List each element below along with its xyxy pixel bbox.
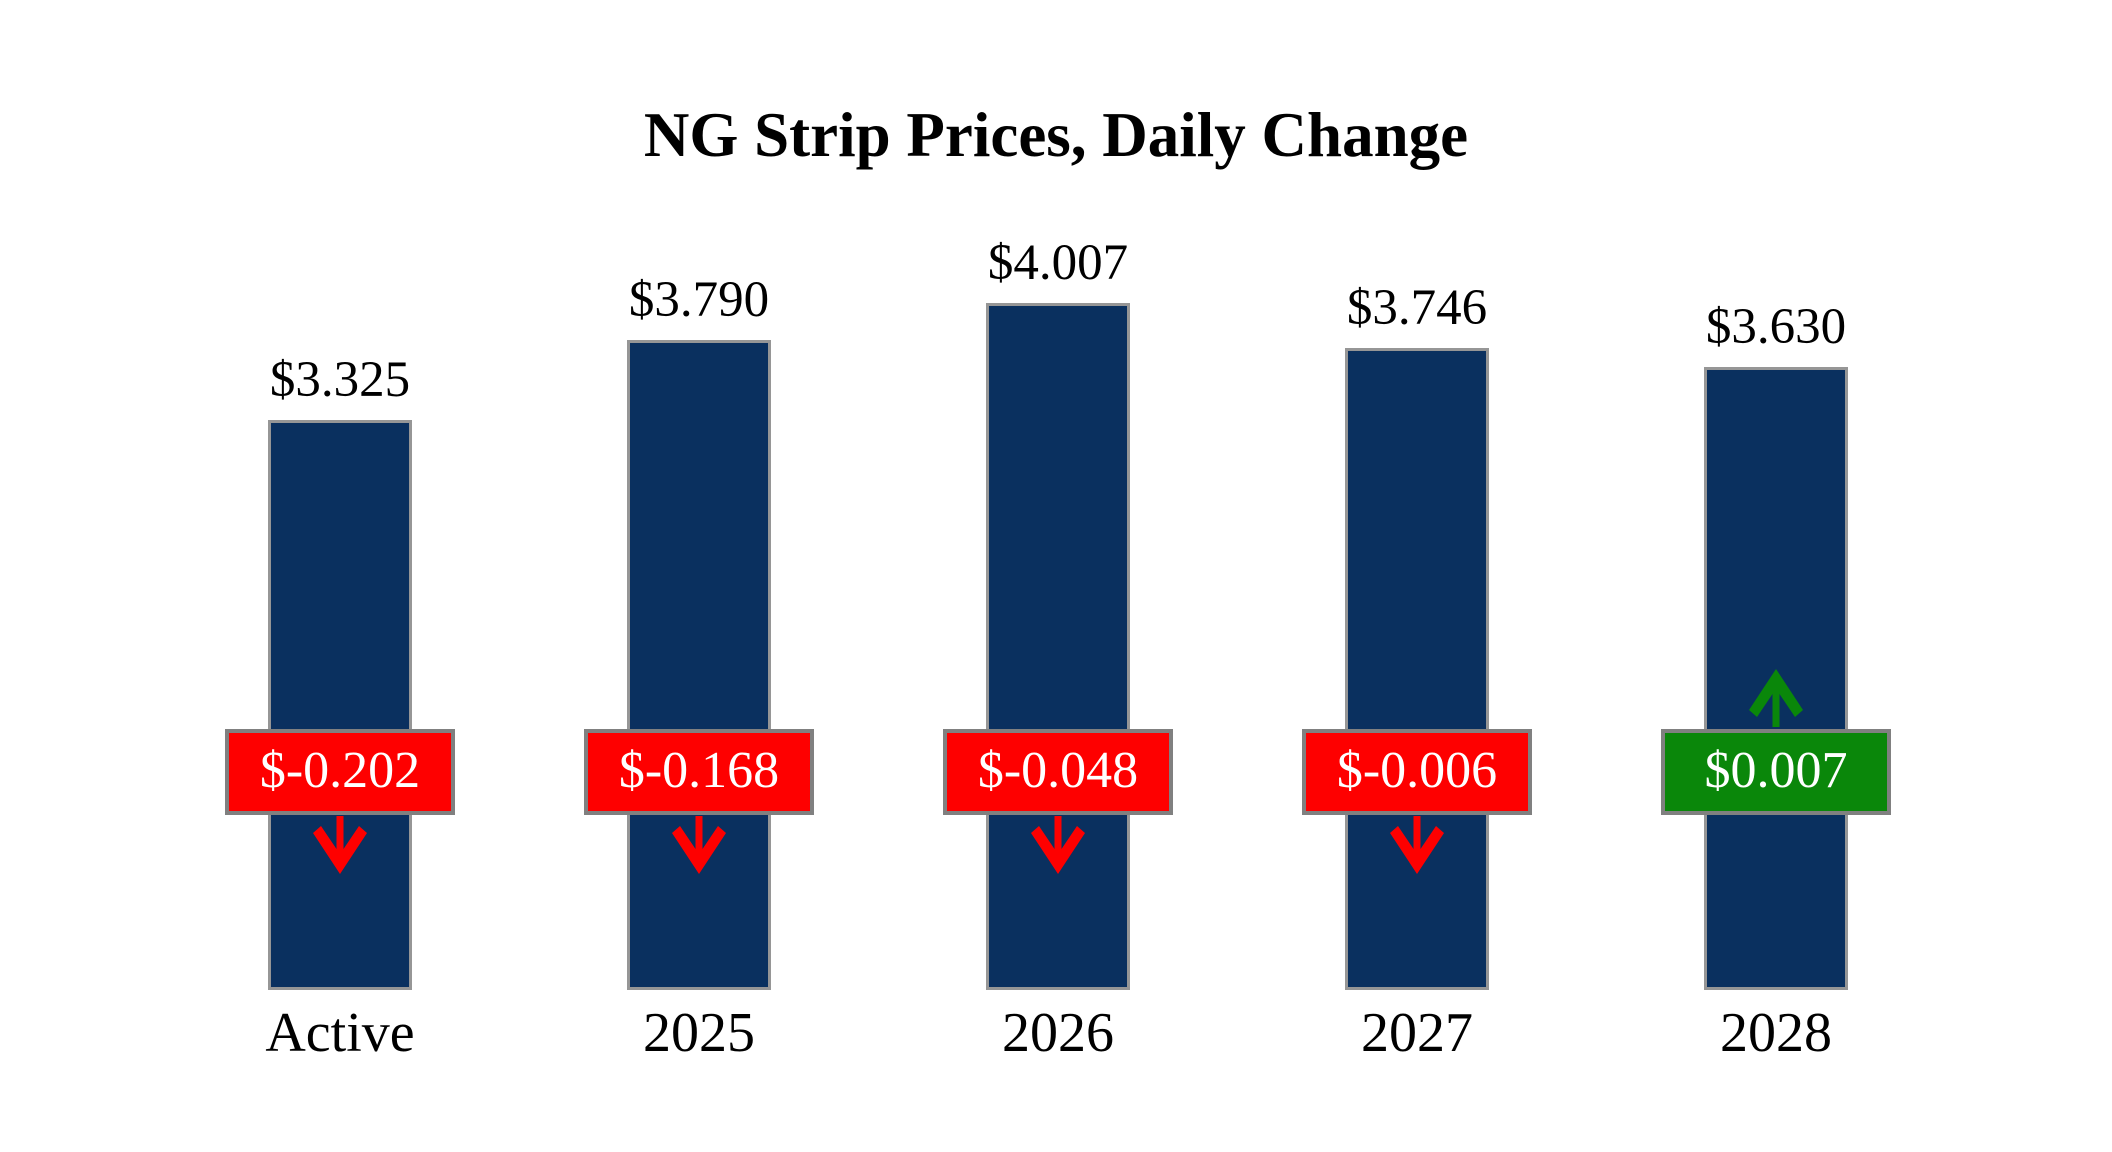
- change-badge: $-0.048: [943, 729, 1173, 815]
- change-badge: $-0.168: [584, 729, 814, 815]
- change-badge: $0.007: [1661, 729, 1891, 815]
- bar-value-label: $4.007: [987, 235, 1129, 291]
- bar: [268, 420, 412, 990]
- change-badge: $-0.006: [1302, 729, 1532, 815]
- down-arrow-icon: [313, 816, 367, 874]
- bar: [986, 303, 1130, 990]
- category-label: Active: [265, 1002, 415, 1064]
- change-badge: $-0.202: [225, 729, 455, 815]
- category-label: 2028: [1720, 1002, 1832, 1064]
- category-label: 2027: [1361, 1002, 1473, 1064]
- bar-value-label: $3.790: [628, 272, 770, 328]
- down-arrow-icon: [672, 816, 726, 874]
- category-label: 2025: [643, 1002, 755, 1064]
- down-arrow-icon: [1390, 816, 1444, 874]
- up-arrow-icon: [1749, 669, 1803, 727]
- bar-value-label: $3.746: [1346, 280, 1488, 336]
- chart-title: NG Strip Prices, Daily Change: [643, 100, 1469, 170]
- bar-value-label: $3.630: [1705, 299, 1847, 355]
- down-arrow-icon: [1031, 816, 1085, 874]
- bar-value-label: $3.325: [269, 352, 411, 408]
- bar: [1345, 348, 1489, 990]
- category-label: 2026: [1002, 1002, 1114, 1064]
- bar: [627, 340, 771, 990]
